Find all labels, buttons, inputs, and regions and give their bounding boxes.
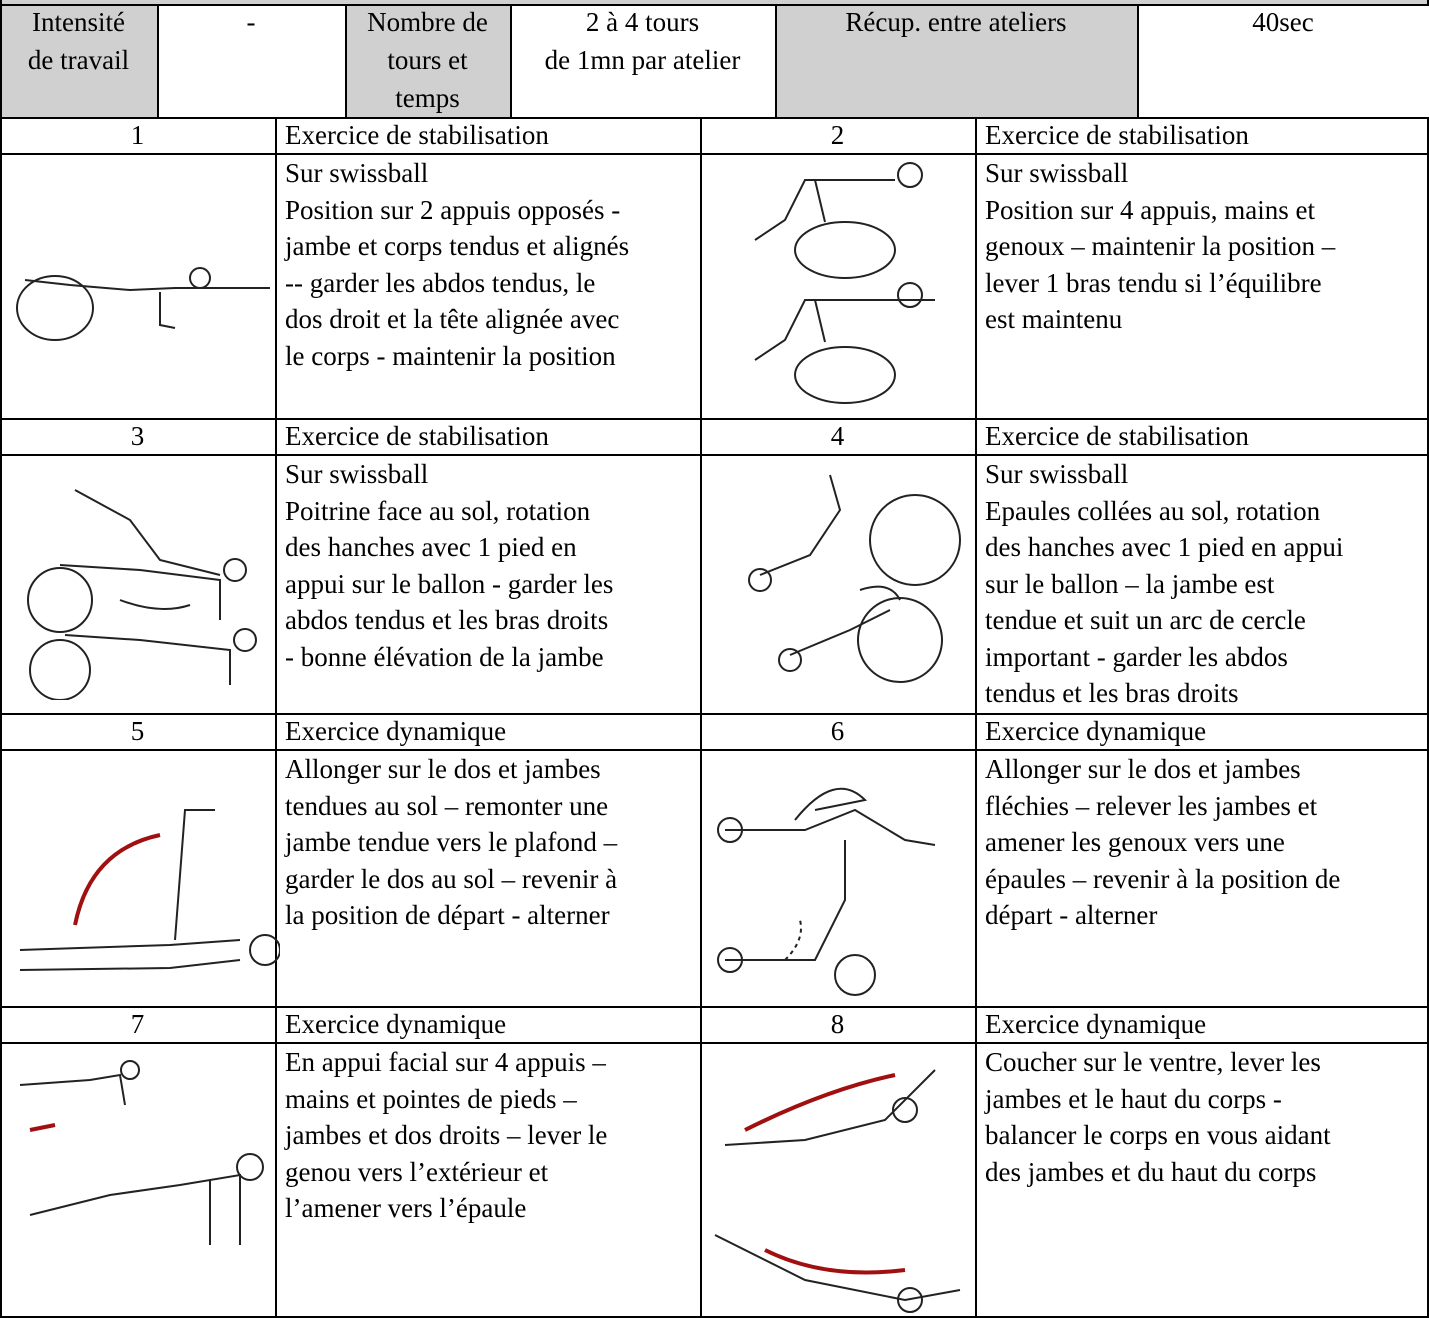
header-cell (1137, 4, 1429, 119)
text-line: Récup. entre ateliers (845, 7, 1067, 37)
text-line: 5 (130, 716, 145, 746)
text-line: 8 (830, 1009, 845, 1039)
text-line: Nombre de (367, 7, 488, 37)
text-line: Position sur 2 appuis opposés - (285, 194, 621, 225)
text-line: départ - alterner (985, 900, 1158, 930)
text-line: tendues au sol – remonter une (285, 790, 609, 821)
illustration (27, 489, 257, 700)
illustration (714, 1069, 961, 1313)
text-line: des jambes et du haut du corps (985, 1156, 1317, 1187)
text-line: -- garder les abdos tendus, le (285, 267, 596, 298)
illustration (19, 809, 280, 971)
text-line: l’amener vers l’épaule (285, 1193, 527, 1223)
text-line: jambe tendue vers le plafond – (285, 827, 618, 857)
text-line: jambes et le haut du corps - (985, 1083, 1282, 1114)
text-line: Sur swissball (985, 158, 1129, 188)
text-line: est maintenu (985, 304, 1123, 334)
text-line: dos droit et la tête alignée avec (285, 304, 620, 334)
text-line: fléchies – relever les jambes et (985, 790, 1318, 821)
text-line: En appui facial sur 4 appuis – (285, 1047, 606, 1077)
text-line: balancer le corps en vous aidant (985, 1120, 1331, 1150)
text-line: Exercice de stabilisation (985, 421, 1249, 451)
illustration (717, 787, 936, 996)
text-line: garder le dos au sol – revenir à (285, 863, 618, 894)
text-line: 6 (830, 716, 845, 746)
text-line: Intensité (32, 7, 125, 37)
text-line: - (246, 7, 256, 37)
text-line: Epaules collées au sol, rotation (985, 495, 1321, 526)
text-line: Poitrine face au sol, rotation (285, 495, 591, 526)
text-line: 7 (130, 1009, 145, 1039)
text-line: 2 (830, 120, 845, 150)
text-line: de travail (27, 45, 130, 75)
illustration (754, 162, 935, 404)
text-line: jambes et dos droits – lever le (285, 1120, 608, 1150)
text-line: - bonne élévation de la jambe (285, 641, 604, 672)
text-line: Sur swissball (985, 459, 1129, 489)
text-line: Exercice dynamique (985, 716, 1207, 746)
text-line: Coucher sur le ventre, lever les (985, 1047, 1321, 1077)
text-line: sur le ballon – la jambe est (985, 568, 1275, 599)
text-line: temps (395, 83, 460, 113)
text-line: jambe et corps tendus et alignés (285, 231, 630, 261)
text-line: 40sec (1252, 7, 1314, 37)
text-line: genoux – maintenir la position – (985, 231, 1336, 261)
text-line: genou vers l’extérieur et (285, 1156, 549, 1187)
text-line: tendus et les bras droits (985, 678, 1239, 708)
text-line: tendue et suit un arc de cercle (985, 605, 1306, 635)
text-line: Exercice dynamique (285, 716, 507, 746)
text-line: Exercice de stabilisation (285, 421, 549, 451)
text-line: épaules – revenir à la position de (985, 863, 1341, 894)
text-line: 1 (130, 120, 145, 150)
text-line: Exercice de stabilisation (285, 120, 549, 150)
illustration (16, 267, 270, 341)
text-line: mains et pointes de pieds – (285, 1083, 577, 1114)
text-line: Sur swissball (285, 459, 429, 489)
text-line: Exercice de stabilisation (985, 120, 1249, 150)
text-line: amener les genoux vers une (985, 827, 1285, 857)
text-line: des hanches avec 1 pied en (285, 532, 577, 562)
text-line: abdos tendus et les bras droits (285, 605, 609, 635)
illustration (19, 1060, 264, 1245)
illustration (748, 474, 961, 683)
text-line: Exercice dynamique (285, 1009, 507, 1039)
text-line: lever 1 bras tendu si l’équilibre (985, 267, 1322, 298)
text-line: de 1mn par atelier (544, 45, 741, 75)
text-line: appui sur le ballon - garder les (285, 568, 614, 599)
header-cell (157, 4, 347, 119)
text-line: 2 à 4 tours (585, 7, 700, 37)
text-line: Allonger sur le dos et jambes (285, 754, 601, 784)
text-line: la position de départ - alterner (285, 900, 610, 930)
text-line: Sur swissball (285, 158, 429, 188)
text-line: tours et (387, 45, 468, 75)
text-line: Exercice dynamique (985, 1009, 1207, 1039)
text-line: 3 (130, 421, 145, 451)
description-cell (975, 1042, 1429, 1318)
text-line: 4 (830, 421, 845, 451)
text-line: le corps - maintenir la position (285, 340, 616, 371)
text-line: Allonger sur le dos et jambes (985, 754, 1301, 784)
text-line: des hanches avec 1 pied en appui (985, 532, 1344, 562)
text-line: important - garder les abdos (985, 641, 1288, 672)
text-line: Position sur 4 appuis, mains et (985, 194, 1315, 225)
header-cell (775, 4, 1139, 119)
